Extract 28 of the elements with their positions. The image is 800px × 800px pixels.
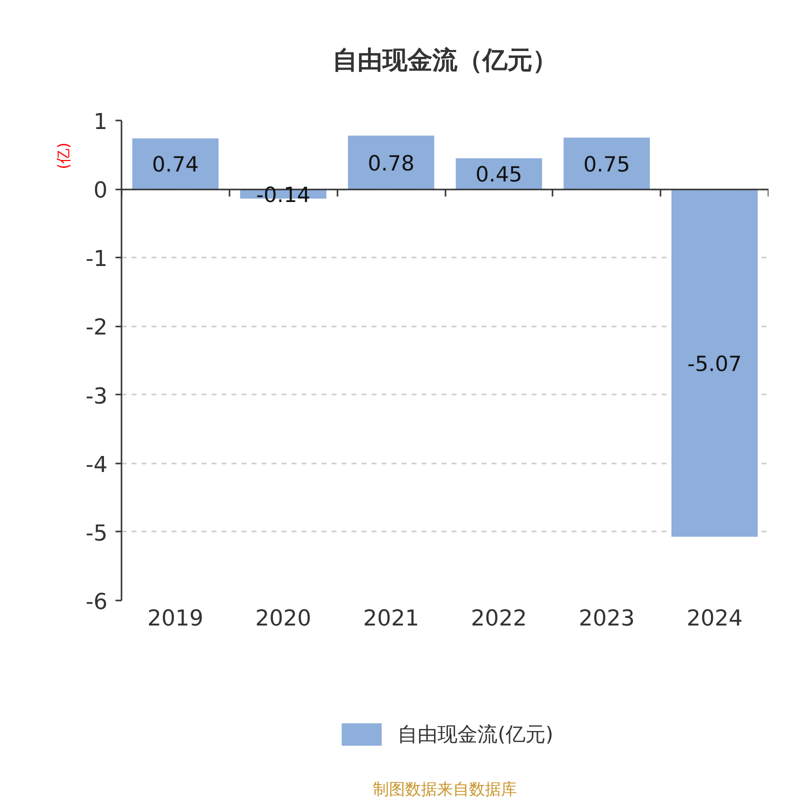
bar (456, 158, 542, 190)
data-label: 0.75 (583, 152, 630, 176)
legend-label: 自由现金流(亿元) (398, 720, 554, 748)
data-label: 0.78 (368, 151, 414, 176)
text: 制图数据来自数据库 (373, 780, 517, 798)
y-axis-title: (亿) (54, 142, 72, 170)
y-tick-label: -2 (86, 316, 108, 341)
bar (132, 138, 219, 190)
x-tick-label: 2024 (686, 606, 743, 632)
bar (348, 136, 434, 190)
y-tick-label: -6 (86, 590, 108, 615)
bar (564, 138, 650, 190)
data-label: -5.07 (687, 352, 742, 376)
y-tick-label: -1 (86, 247, 108, 272)
chart-title: 自由现金流（亿元） (332, 46, 558, 74)
data-label: 0.45 (476, 162, 522, 187)
bar (671, 189, 758, 537)
y-tick-label: 0 (94, 178, 108, 204)
y-tick-label: -4 (86, 452, 108, 478)
y-tick-label: -3 (86, 384, 108, 410)
y-tick-label: 1 (94, 110, 108, 135)
x-tick-label: 2023 (578, 606, 635, 632)
x-tick-label: 2019 (147, 606, 204, 632)
y-tick-label: -5 (86, 521, 108, 546)
x-tick-label: 2021 (363, 606, 420, 632)
x-tick-label: 2022 (470, 606, 527, 632)
x-tick-label: 2020 (255, 606, 312, 632)
data-label: 0.74 (152, 152, 199, 177)
